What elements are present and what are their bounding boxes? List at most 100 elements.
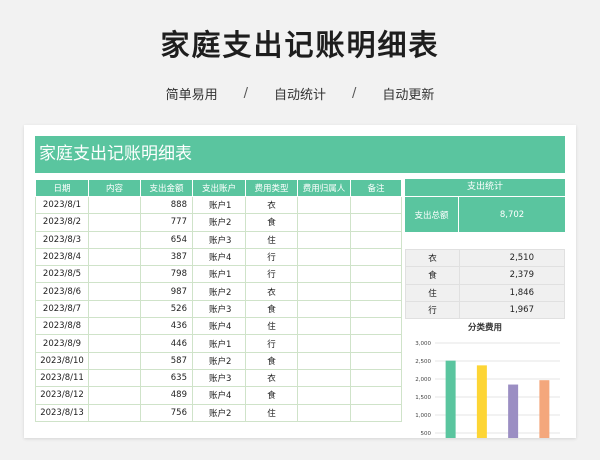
cell-amount[interactable]: 489 <box>140 386 193 405</box>
bar-1[interactable] <box>476 365 487 438</box>
sheet-banner-title: 家庭支出记账明细表 <box>35 136 565 173</box>
cell-content[interactable] <box>88 195 141 215</box>
cell-content[interactable] <box>88 351 141 370</box>
cell-content[interactable] <box>88 247 141 267</box>
cell-owner[interactable] <box>297 334 351 353</box>
cell-note[interactable] <box>350 299 402 319</box>
cell-account[interactable]: 账户4 <box>192 386 246 405</box>
cell-owner[interactable] <box>297 247 351 267</box>
cell-type[interactable]: 住 <box>245 403 298 422</box>
cell-note[interactable] <box>350 195 402 215</box>
cell-note[interactable] <box>350 230 402 249</box>
cell-account[interactable]: 账户4 <box>192 317 246 336</box>
cell-type[interactable]: 衣 <box>245 195 298 215</box>
cell-owner[interactable] <box>297 265 351 284</box>
cell-account[interactable]: 账户2 <box>192 282 246 301</box>
cell-note[interactable] <box>350 265 402 284</box>
cell-owner[interactable] <box>297 282 351 301</box>
cell-date[interactable]: 2023/8/3 <box>35 230 89 249</box>
cell-owner[interactable] <box>297 213 351 232</box>
cell-amount[interactable]: 387 <box>140 247 193 267</box>
cell-account[interactable]: 账户4 <box>192 247 246 267</box>
cell-content[interactable] <box>88 403 141 422</box>
feature-tagline: 简单易用 / 自动统计 / 自动更新 <box>0 84 600 103</box>
cell-owner[interactable] <box>297 351 351 370</box>
cell-account[interactable]: 账户2 <box>192 213 246 232</box>
cell-amount[interactable]: 777 <box>140 213 193 232</box>
expense-table: 日期 内容 支出金额 支出账户 费用类型 费用归属人 备注 2023/8/1 88… <box>35 179 402 422</box>
cell-account[interactable]: 账户1 <box>192 334 246 353</box>
cell-note[interactable] <box>350 368 402 388</box>
cell-date[interactable]: 2023/8/8 <box>35 317 89 336</box>
cell-date[interactable]: 2023/8/7 <box>35 299 89 319</box>
cell-date[interactable]: 2023/8/4 <box>35 247 89 267</box>
cell-account[interactable]: 账户3 <box>192 299 246 319</box>
cell-amount[interactable]: 635 <box>140 368 193 388</box>
cell-amount[interactable]: 587 <box>140 351 193 370</box>
bar-3[interactable] <box>539 380 550 438</box>
cell-type[interactable]: 衣 <box>245 368 298 388</box>
cell-note[interactable] <box>350 403 402 422</box>
cell-type[interactable]: 行 <box>245 265 298 284</box>
cell-note[interactable] <box>350 213 402 232</box>
cell-account[interactable]: 账户2 <box>192 403 246 422</box>
cell-content[interactable] <box>88 317 141 336</box>
total-value: 8,702 <box>499 209 525 220</box>
cell-date[interactable]: 2023/8/11 <box>35 368 89 388</box>
cell-note[interactable] <box>350 282 402 301</box>
cell-content[interactable] <box>88 334 141 353</box>
cell-date[interactable]: 2023/8/6 <box>35 282 89 301</box>
cell-account[interactable]: 账户1 <box>192 195 246 215</box>
cell-note[interactable] <box>350 317 402 336</box>
cell-amount[interactable]: 526 <box>140 299 193 319</box>
cell-note[interactable] <box>350 334 402 353</box>
cell-amount[interactable]: 436 <box>140 317 193 336</box>
cell-owner[interactable] <box>297 317 351 336</box>
cell-date[interactable]: 2023/8/2 <box>35 213 89 232</box>
cell-account[interactable]: 账户3 <box>192 230 246 249</box>
cell-type[interactable]: 食 <box>245 351 298 370</box>
cell-owner[interactable] <box>297 386 351 405</box>
cell-date[interactable]: 2023/8/12 <box>35 386 89 405</box>
feature-auto-update: 自动更新 <box>382 88 435 103</box>
cell-amount[interactable]: 987 <box>140 282 193 301</box>
cell-content[interactable] <box>88 282 141 301</box>
cell-amount[interactable]: 888 <box>140 195 193 215</box>
cell-owner[interactable] <box>297 230 351 249</box>
cell-amount[interactable]: 446 <box>140 334 193 353</box>
bar-0[interactable] <box>445 360 456 438</box>
cell-account[interactable]: 账户1 <box>192 265 246 284</box>
cell-note[interactable] <box>350 351 402 370</box>
cell-amount[interactable]: 798 <box>140 265 193 284</box>
cell-type[interactable]: 食 <box>245 299 298 319</box>
cell-type[interactable]: 住 <box>245 230 298 249</box>
cell-account[interactable]: 账户3 <box>192 368 246 388</box>
cell-note[interactable] <box>350 386 402 405</box>
cell-content[interactable] <box>88 265 141 284</box>
cell-type[interactable]: 食 <box>245 213 298 232</box>
cell-note[interactable] <box>350 247 402 267</box>
cell-date[interactable]: 2023/8/5 <box>35 265 89 284</box>
cell-type[interactable]: 住 <box>245 317 298 336</box>
cell-content[interactable] <box>88 368 141 388</box>
cell-amount[interactable]: 756 <box>140 403 193 422</box>
cell-type[interactable]: 行 <box>245 334 298 353</box>
bar-2[interactable] <box>508 384 519 438</box>
cell-owner[interactable] <box>297 195 351 215</box>
cell-date[interactable]: 2023/8/1 <box>35 195 89 215</box>
cell-type[interactable]: 食 <box>245 386 298 405</box>
cell-date[interactable]: 2023/8/10 <box>35 351 89 370</box>
cell-content[interactable] <box>88 386 141 405</box>
cell-type[interactable]: 衣 <box>245 282 298 301</box>
cell-date[interactable]: 2023/8/9 <box>35 334 89 353</box>
cell-content[interactable] <box>88 213 141 232</box>
cell-content[interactable] <box>88 299 141 319</box>
cell-date[interactable]: 2023/8/13 <box>35 403 89 422</box>
cell-type[interactable]: 行 <box>245 247 298 267</box>
cell-owner[interactable] <box>297 299 351 319</box>
cell-content[interactable] <box>88 230 141 249</box>
cell-amount[interactable]: 654 <box>140 230 193 249</box>
cell-account[interactable]: 账户2 <box>192 351 246 370</box>
cell-owner[interactable] <box>297 368 351 388</box>
cell-owner[interactable] <box>297 403 351 422</box>
